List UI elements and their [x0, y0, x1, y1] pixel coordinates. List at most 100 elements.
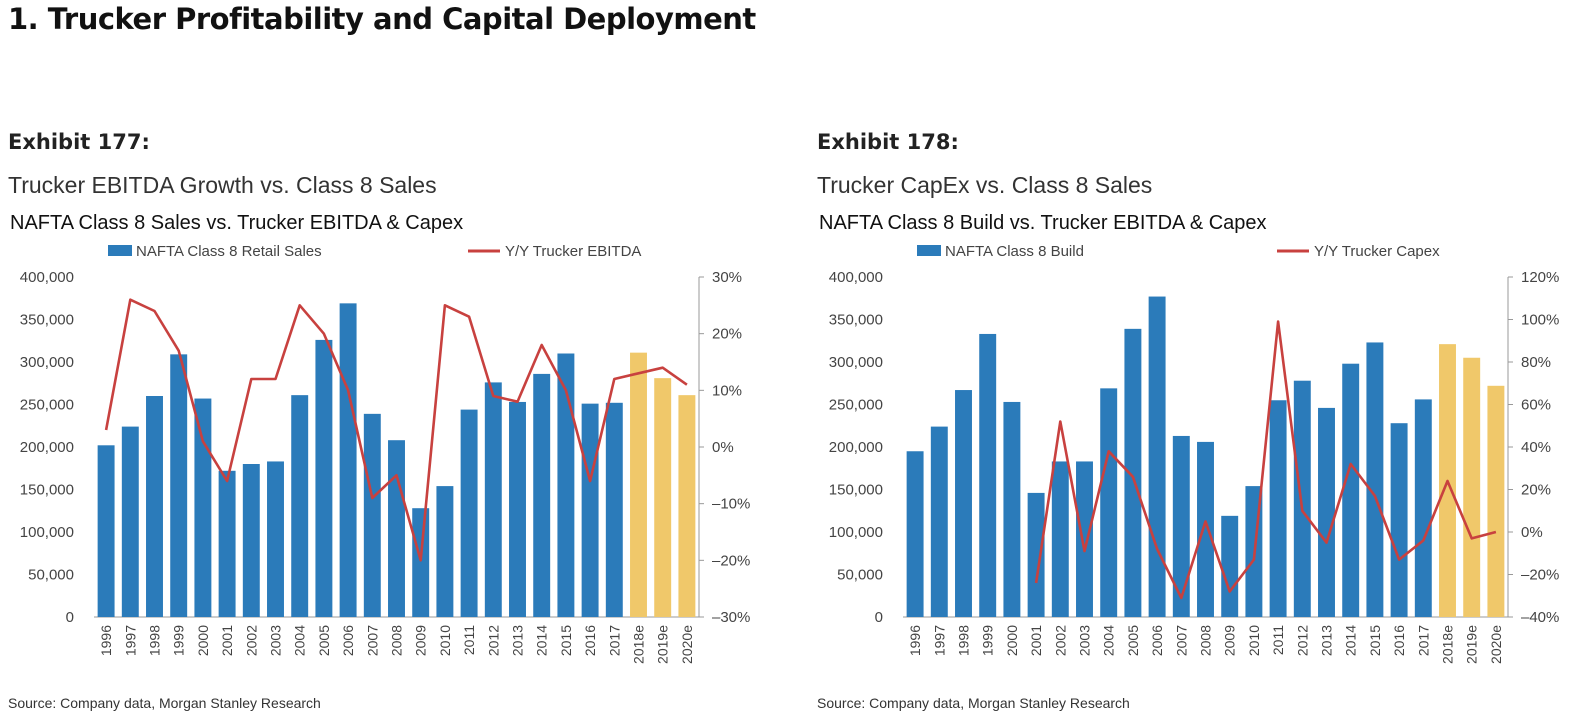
x-axis-tick-label: 2005	[1125, 625, 1141, 656]
legend-bar-label: NAFTA Class 8 Retail Sales	[136, 243, 322, 260]
x-axis-tick-label: 2013	[1319, 625, 1335, 656]
x-axis-tick-label: 1998	[147, 625, 163, 656]
x-axis-tick-label: 2009	[413, 625, 429, 656]
x-axis-tick-label: 2000	[1004, 625, 1020, 656]
bar-2019e	[1463, 357, 1481, 617]
source-note: Source: Company data, Morgan Stanley Res…	[817, 695, 1130, 711]
x-axis-tick-label: 2008	[389, 625, 405, 656]
y2-axis-tick-label: –20%	[1521, 567, 1559, 584]
bar-2000	[194, 398, 212, 617]
y-axis-tick-label: 150,000	[20, 482, 74, 499]
bar-1996	[97, 445, 115, 617]
x-axis-tick-label: 2017	[606, 625, 622, 656]
bar-2012	[1293, 380, 1311, 617]
bar-2020e	[678, 395, 696, 617]
bar-1999	[170, 354, 188, 617]
bar-2015	[1366, 342, 1384, 617]
x-axis-tick-label: 2010	[1246, 625, 1262, 656]
x-axis-tick-label: 2011	[1270, 625, 1286, 655]
line-series-1	[1034, 320, 1497, 600]
x-axis-tick-label: 2018e	[1440, 625, 1456, 664]
y2-axis-tick-label: 10%	[712, 382, 742, 399]
y2-axis-tick-label: –30%	[712, 609, 750, 626]
bar-2009	[1221, 515, 1239, 617]
x-axis-tick-label: 2004	[292, 625, 308, 656]
bar-2008	[388, 440, 405, 617]
x-axis-tick-label: 2007	[364, 625, 380, 656]
y-axis-tick-label: 350,000	[20, 312, 74, 329]
y2-axis-tick-label: –10%	[712, 496, 750, 513]
chart-title: NAFTA Class 8 Sales vs. Trucker EBITDA &…	[10, 212, 464, 234]
y-axis-tick-label: 350,000	[829, 312, 883, 329]
x-axis-tick-label: 2003	[268, 625, 284, 656]
exhibit-177: Exhibit 177: Trucker EBITDA Growth vs. C…	[8, 130, 768, 715]
x-axis-tick-label: 2005	[316, 625, 332, 656]
legend-bar-label: NAFTA Class 8 Build	[945, 243, 1084, 260]
x-axis-tick-label: 2019e	[1464, 625, 1480, 664]
y2-axis-tick-label: 20%	[712, 326, 742, 343]
x-axis-tick-label: 2007	[1173, 625, 1189, 656]
bar-2002	[242, 464, 260, 617]
bar-2018e	[630, 352, 647, 617]
legend-bar-swatch	[917, 245, 941, 256]
x-axis-tick-label: 2006	[1149, 625, 1165, 656]
x-axis-tick-label: 2009	[1222, 625, 1238, 656]
x-axis-tick-label: 2002	[243, 625, 259, 656]
bar-2001	[1027, 492, 1045, 617]
x-axis-tick-label: 1999	[171, 625, 187, 656]
x-axis-tick-label: 2011	[461, 625, 477, 655]
bar-1997	[930, 426, 948, 617]
x-axis-tick-label: 1997	[122, 625, 138, 656]
x-axis-tick-label: 2015	[1367, 625, 1383, 656]
y-axis-tick-label: 250,000	[20, 397, 74, 414]
y-axis-tick-label: 300,000	[829, 354, 883, 371]
x-axis-tick-label: 2018e	[631, 625, 647, 664]
x-axis-tick-label: 2002	[1052, 625, 1068, 656]
bar-2013	[509, 401, 526, 617]
bar-2007	[1172, 435, 1190, 617]
y-axis-tick-label: 100,000	[829, 524, 883, 541]
x-axis-tick-label: 1996	[98, 625, 114, 656]
legend-line-label: Y/Y Trucker EBITDA	[505, 243, 641, 260]
x-axis-tick-label: 1996	[907, 625, 923, 656]
x-axis-tick-label: 1999	[980, 625, 996, 656]
bar-2011	[1269, 400, 1287, 617]
y-axis-tick-label: 50,000	[28, 567, 74, 584]
y-axis-tick-label: 50,000	[837, 567, 883, 584]
exhibit-number: Exhibit 178:	[817, 130, 959, 154]
bar-2015	[557, 353, 575, 617]
y2-axis-tick-label: 60%	[1521, 397, 1551, 414]
y2-axis-tick-label: 0%	[1521, 524, 1543, 541]
chart-class8-sales-vs-ebitda: NAFTA Class 8 Retail Sales Y/Y Trucker EB…	[20, 243, 751, 664]
y2-axis-tick-label: 40%	[1521, 439, 1551, 456]
source-note: Source: Company data, Morgan Stanley Res…	[8, 695, 321, 711]
y-axis-tick-label: 400,000	[829, 269, 883, 286]
y-axis-tick-label: 100,000	[20, 524, 74, 541]
bar-2019e	[654, 378, 672, 617]
bar-2014	[1342, 363, 1360, 617]
x-axis-tick-label: 2016	[582, 625, 598, 656]
bar-1996	[906, 451, 924, 617]
x-axis-tick-label: 1998	[956, 625, 972, 656]
bar-2001	[218, 470, 236, 617]
x-axis-tick-label: 2012	[1294, 625, 1310, 656]
chart-class8-build-vs-capex: NAFTA Class 8 Build Y/Y Trucker Capex 0 50,…	[829, 243, 1560, 664]
y2-axis-tick-label: –20%	[712, 552, 750, 569]
y2-axis-tick-label: 20%	[1521, 482, 1551, 499]
x-axis-tick-label: 2008	[1198, 625, 1214, 656]
x-axis-tick-label: 1997	[931, 625, 947, 656]
y-axis-tick-label: 200,000	[20, 439, 74, 456]
x-axis-tick-label: 2020e	[1488, 625, 1504, 664]
bar-2017	[1414, 399, 1432, 617]
bar-2010	[436, 486, 454, 617]
bar-2000	[1003, 401, 1021, 617]
bar-2006	[1148, 296, 1166, 617]
bar-1998	[955, 390, 972, 617]
x-axis-tick-label: 2001	[1028, 625, 1044, 656]
bar-2014	[533, 373, 551, 617]
bar-2006	[339, 303, 357, 617]
bar-2016	[581, 403, 599, 617]
bar-2004	[291, 395, 309, 617]
y-axis-tick-label: 0	[66, 609, 74, 626]
exhibit-178: Exhibit 178: Trucker CapEx vs. Class 8 S…	[817, 130, 1577, 715]
